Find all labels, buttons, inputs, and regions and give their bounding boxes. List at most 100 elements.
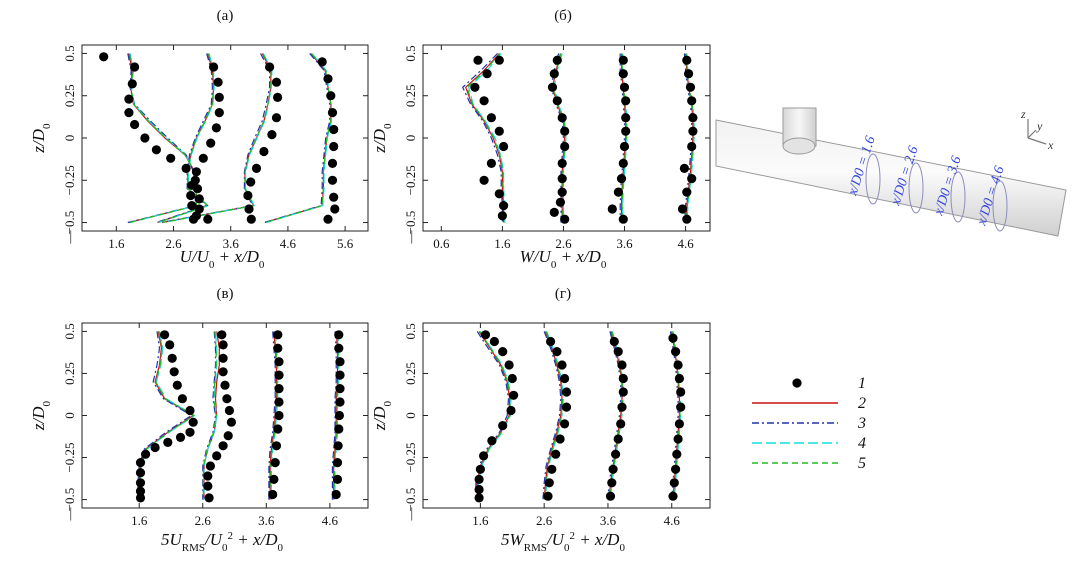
marker-1-profile-1: [508, 390, 519, 400]
marker-1-profile-1: [135, 468, 146, 478]
marker-1-profile-4: [674, 419, 685, 429]
y-tick-label: −0.5: [403, 488, 418, 512]
marker-1-profile-4: [329, 192, 339, 202]
marker-1-profile-1: [482, 69, 492, 79]
marker-1-profile-2: [557, 174, 567, 184]
x-tick-label: 0.6: [433, 236, 450, 251]
marker-1-profile-3: [274, 410, 284, 421]
y-tick-label: 0.25: [62, 84, 77, 107]
marker-1-profile-4: [682, 187, 692, 197]
marker-1-profile-1: [140, 133, 150, 143]
marker-1-profile-4: [687, 174, 697, 184]
axis-dash: —: [62, 230, 77, 245]
y-tick-label: −0.25: [403, 442, 418, 472]
x-tick-label: 1.6: [472, 513, 489, 528]
marker-1-profile-2: [560, 419, 570, 429]
marker-1-profile-2: [224, 405, 234, 416]
marker-1-profile-3: [619, 82, 630, 92]
panel-title: (г): [555, 286, 571, 302]
x-tick-label: 2.6: [555, 236, 572, 251]
marker-1-profile-4: [331, 489, 341, 500]
y-tick-label: 0: [62, 412, 77, 419]
marker-1-profile-2: [204, 493, 214, 503]
marker-1-profile-1: [130, 62, 140, 72]
marker-1-profile-1: [499, 201, 509, 211]
marker-1-profile-1: [474, 493, 484, 503]
legend-marker-1: [792, 378, 802, 388]
axis-triad: x y z: [1020, 107, 1054, 152]
marker-1-profile-2: [549, 207, 559, 217]
marker-1-profile-4: [335, 357, 345, 367]
marker-1-profile-1: [163, 437, 173, 447]
marker-1-profile-2: [549, 69, 559, 79]
marker-1-profile-2: [555, 197, 566, 207]
series-3-profile-4: [331, 331, 337, 500]
marker-1-profile-1: [165, 340, 175, 350]
marker-1-profile-1: [185, 405, 195, 416]
marker-1-profile-1: [489, 336, 499, 347]
marker-1-profile-1: [494, 126, 504, 136]
marker-1-profile-4: [674, 373, 685, 384]
marker-1-profile-3: [273, 424, 283, 434]
series-3-profile-2: [550, 53, 565, 223]
marker-1-profile-4: [335, 384, 345, 394]
marker-1-profile-1: [124, 94, 134, 104]
marker-1-profile-1: [130, 119, 140, 130]
marker-1-profile-4: [326, 91, 336, 101]
marker-1-profile-2: [187, 180, 197, 190]
marker-1-profile-1: [141, 449, 151, 459]
y-tick-label: 0.5: [403, 45, 418, 61]
x-axis-label: U/U0 + x/D0: [180, 247, 265, 271]
marker-1-profile-3: [270, 458, 280, 468]
marker-1-profile-4: [687, 141, 697, 152]
series-3-profile-3: [268, 331, 276, 500]
y-tick-label: −0.25: [62, 442, 77, 472]
marker-1-profile-2: [552, 55, 562, 65]
panel-a: (а) 0.5 0.25 0 −0.25 −0.5— 1.6 2.6 3.6 4.6 5.6 U/U0…: [29, 8, 369, 271]
marker-1-profile-2: [551, 449, 561, 459]
marker-1-profile-3: [619, 141, 630, 152]
x-tick-label: 3.6: [223, 236, 240, 251]
marker-1-profile-2: [218, 340, 228, 350]
marker-1-profile-1: [473, 55, 483, 65]
marker-1-profile-4: [673, 360, 683, 370]
y-axis-label: z/D0: [370, 123, 394, 154]
marker-1-profile-2: [222, 394, 232, 404]
axis-x-label: x: [1047, 138, 1054, 152]
marker-1-profile-4: [329, 141, 339, 152]
marker-1-profile-1: [480, 330, 491, 340]
panel-v: (в) 0.5 0.25 0 −0.25 −0.5— 1.6 2.6 3.6 4.6 5URMS/U…: [29, 286, 369, 554]
plot-frame: [81, 322, 369, 509]
marker-1-profile-2: [543, 491, 553, 501]
marker-1-profile-4: [323, 214, 333, 224]
x-tick-label: 2.6: [536, 513, 553, 528]
marker-1-profile-1: [507, 373, 517, 384]
axis-dash: —: [403, 507, 418, 522]
marker-1-profile-4: [327, 175, 338, 185]
x-tick-label: 2.6: [165, 236, 182, 251]
marker-1-profile-2: [561, 387, 572, 397]
marker-1-profile-4: [323, 74, 333, 84]
panel-b: (б) 0.5 0.25 0 −0.25 −0.5— 0.6 1.6 2.6 3.6 4.6 W/U0…: [370, 8, 711, 271]
marker-1-profile-2: [218, 353, 228, 363]
x-tick-label: 3.6: [616, 236, 633, 251]
series-3-profile-1: [137, 331, 192, 500]
marker-1-profile-3: [618, 387, 628, 397]
y-tick-label: −0.25: [403, 165, 418, 195]
marker-1-profile-1: [494, 189, 504, 199]
marker-1-profile-2: [560, 373, 570, 384]
marker-1-profile-1: [135, 458, 146, 468]
marker-1-profile-3: [268, 489, 278, 500]
series-3-profile-3: [607, 331, 622, 500]
marker-1-profile-2: [546, 336, 556, 347]
marker-1-profile-3: [621, 126, 631, 136]
legend-label-5: 5: [858, 455, 866, 472]
marker-1-profile-3: [269, 474, 279, 484]
series-5-profile-2: [202, 331, 217, 500]
marker-1-profile-2: [218, 367, 228, 377]
marker-1-profile-3: [611, 449, 621, 459]
plot-frame: [422, 322, 711, 509]
marker-1-profile-3: [618, 373, 628, 384]
marker-1-profile-2: [560, 214, 570, 224]
x-axis-label: 5WRMS/U02 + x/D0: [501, 530, 625, 554]
